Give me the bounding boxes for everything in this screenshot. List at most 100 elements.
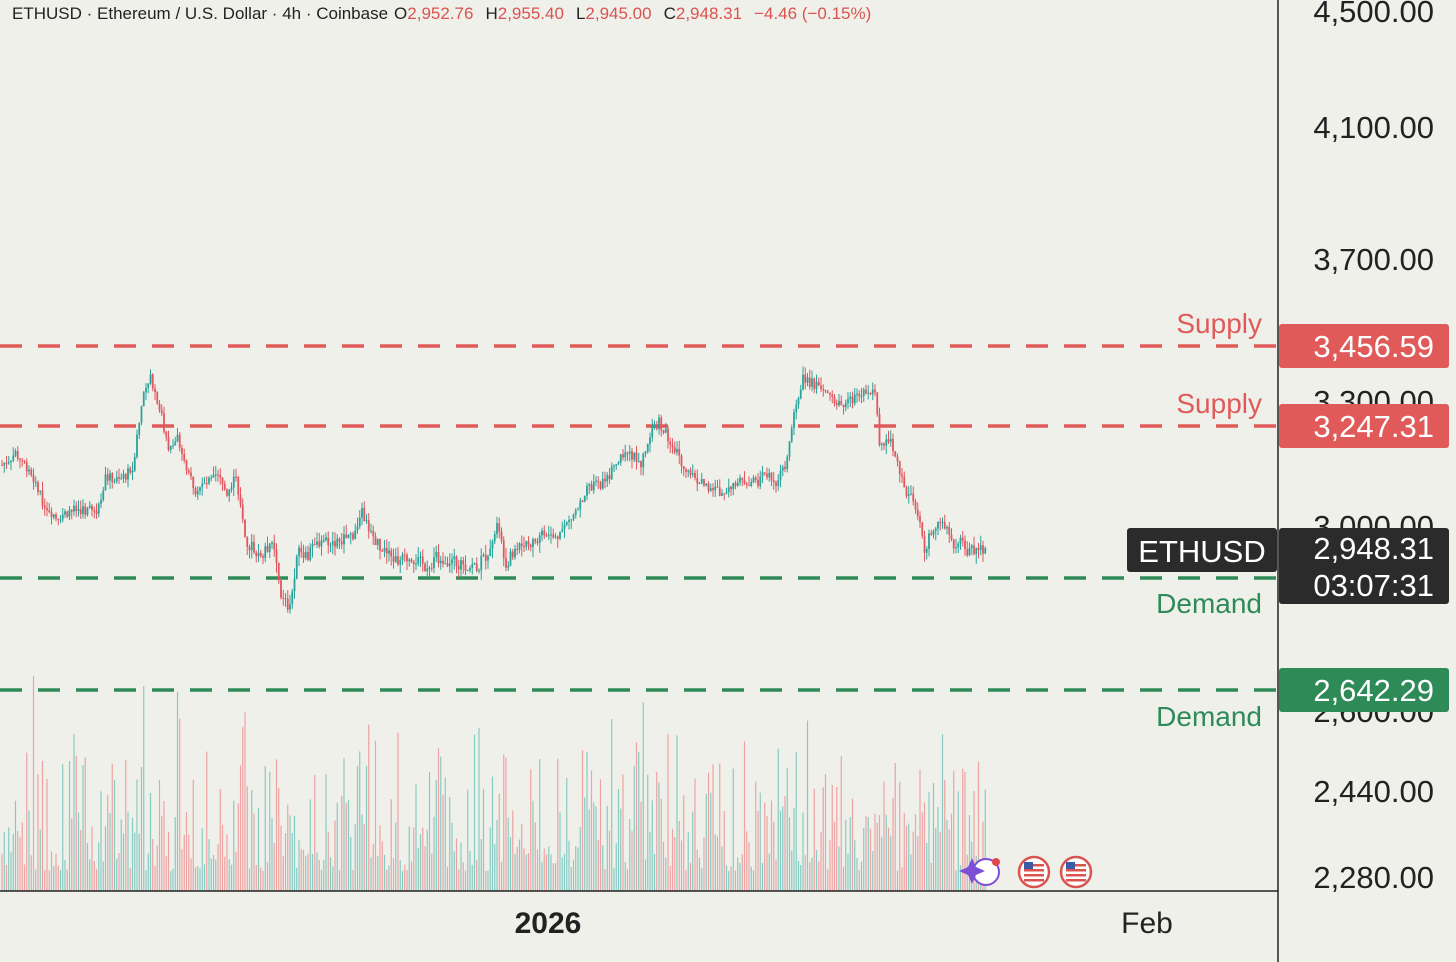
supply-price-label[interactable]: 3,247.31	[1279, 404, 1449, 448]
volume-bar	[316, 852, 318, 891]
candle	[658, 414, 660, 435]
volume-bar	[352, 870, 354, 891]
candle	[118, 468, 120, 484]
candle-body	[489, 548, 492, 557]
volume-bar	[941, 734, 944, 891]
candle-body	[293, 578, 296, 592]
volume-bar	[8, 827, 10, 891]
candle	[898, 460, 901, 483]
candle	[19, 457, 21, 469]
volume-bar	[950, 813, 953, 891]
candle-body	[311, 544, 314, 548]
volume-bar	[39, 829, 41, 891]
volume-bar	[176, 691, 179, 891]
volume-bar	[593, 802, 595, 891]
candle	[975, 547, 978, 564]
volume-bar	[662, 841, 665, 891]
volume-layer	[1, 675, 986, 891]
sparkle-icon[interactable]	[959, 858, 1000, 886]
candle-body	[736, 482, 739, 486]
candle	[946, 525, 948, 535]
candle-body	[671, 444, 674, 448]
candle-body	[250, 541, 253, 551]
volume-bar	[442, 795, 444, 891]
candle	[3, 462, 6, 473]
candle	[421, 549, 424, 572]
volume-bar	[887, 827, 890, 891]
candle	[691, 464, 694, 478]
volume-bar	[210, 858, 212, 891]
volume-bar	[568, 840, 570, 891]
candle	[7, 456, 10, 465]
us-flag-icon[interactable]	[1017, 855, 1051, 889]
bar-countdown: 03:07:31	[1313, 568, 1434, 603]
candle-body	[70, 509, 73, 512]
volume-bar	[404, 864, 406, 891]
candle-body	[505, 558, 507, 568]
candle-body	[3, 462, 6, 466]
candle-body	[703, 479, 705, 486]
volume-bar	[365, 765, 368, 891]
volume-bar	[345, 802, 347, 891]
supply-price-label[interactable]: 3,456.59	[1279, 324, 1449, 368]
header-symbol[interactable]: ETHUSD	[12, 4, 82, 23]
candle-body	[363, 507, 366, 521]
candle-body	[356, 526, 359, 531]
candle-body	[14, 451, 17, 456]
candle	[921, 521, 924, 539]
candle	[46, 501, 48, 517]
candle-body	[579, 500, 582, 510]
candle-body	[46, 507, 48, 511]
candle	[140, 405, 143, 426]
candle-body	[291, 591, 294, 605]
candle-body	[930, 533, 933, 535]
volume-bar	[390, 799, 392, 891]
volume-bar	[910, 854, 912, 891]
volume-bar	[314, 774, 316, 891]
candle	[847, 392, 849, 409]
volume-bar	[476, 860, 478, 891]
volume-bar	[104, 826, 107, 891]
candle-body	[662, 430, 665, 433]
candle-body	[230, 487, 233, 490]
volume-bar	[748, 842, 750, 891]
candle-body	[322, 539, 325, 541]
candle-body	[280, 580, 282, 598]
volume-bar	[89, 859, 91, 891]
demand-price-label[interactable]: 2,642.29	[1279, 668, 1449, 712]
volume-bar	[833, 821, 836, 891]
candle	[833, 394, 836, 407]
candle-body	[516, 548, 519, 550]
volume-bar	[793, 807, 795, 891]
volume-bar	[82, 765, 84, 891]
volume-bar	[919, 769, 921, 891]
candle	[653, 420, 656, 430]
candle-body	[129, 468, 132, 473]
volume-bar	[626, 869, 629, 891]
header-interval[interactable]: 4h	[282, 4, 302, 23]
candle	[739, 474, 741, 486]
us-flag-icon[interactable]	[1059, 855, 1093, 889]
volume-bar	[588, 809, 590, 891]
candle-body	[714, 486, 717, 491]
candle	[563, 519, 566, 539]
candle	[376, 538, 379, 550]
volume-bar	[881, 837, 883, 891]
candle	[939, 517, 942, 531]
candle-body	[626, 452, 629, 454]
volume-bar	[703, 837, 705, 891]
candle	[194, 486, 197, 497]
candle	[43, 498, 46, 516]
candle-body	[93, 509, 96, 512]
candle	[145, 383, 147, 400]
candle	[149, 369, 152, 385]
volume-bar	[143, 686, 145, 891]
candle-body	[277, 562, 280, 581]
volume-bar	[482, 789, 485, 891]
candle	[577, 507, 579, 511]
volume-bar	[797, 861, 800, 891]
candle	[574, 508, 577, 519]
